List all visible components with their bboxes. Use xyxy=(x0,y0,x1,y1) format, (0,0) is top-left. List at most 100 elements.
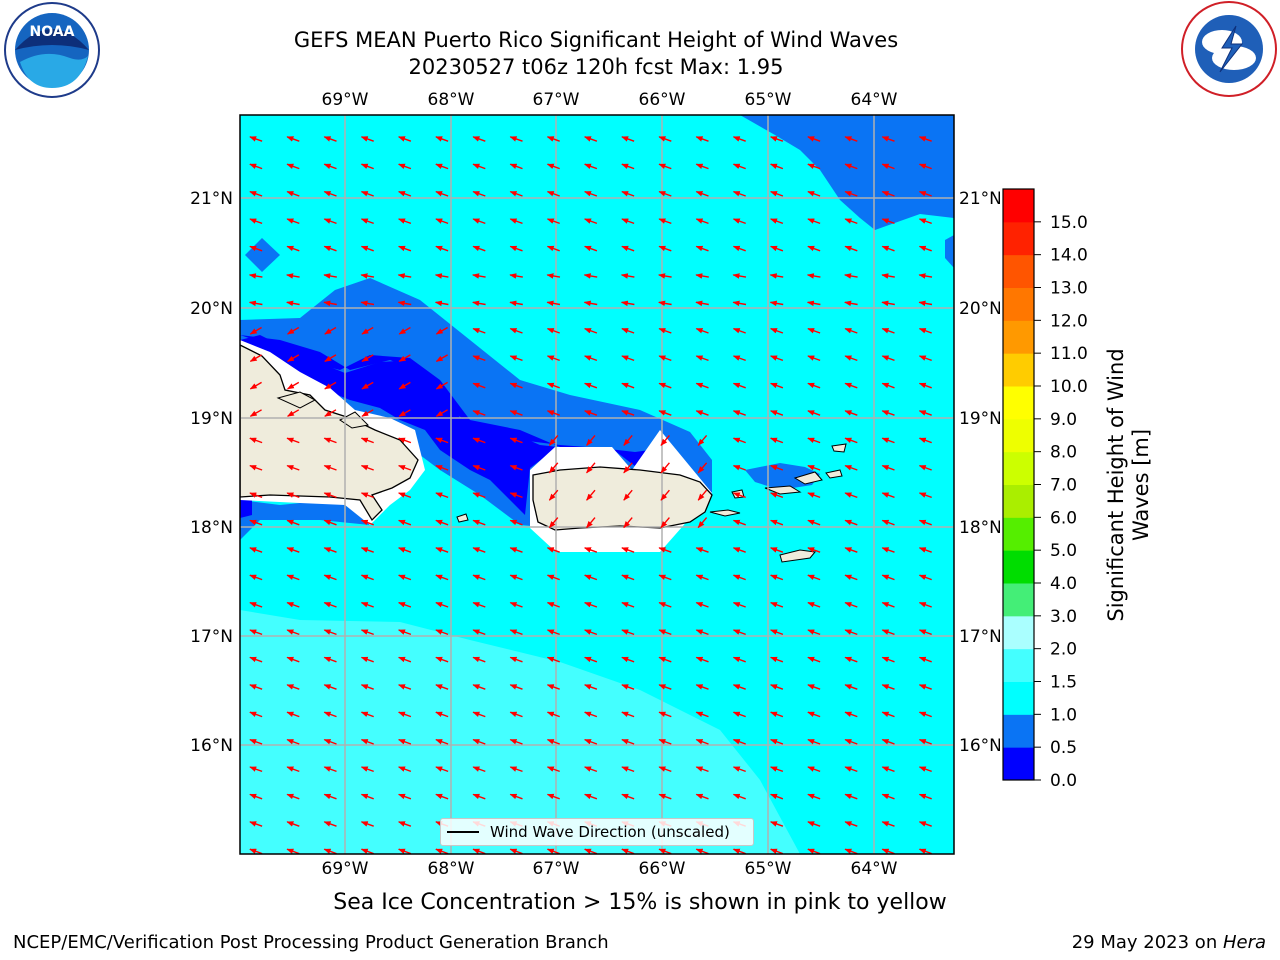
wave-direction-arrow xyxy=(435,326,448,335)
wave-direction-arrow xyxy=(658,136,672,142)
colorbar xyxy=(1003,189,1034,781)
wave-direction-arrow xyxy=(844,136,858,142)
wave-direction-arrow xyxy=(586,434,596,446)
wave-direction-arrow xyxy=(658,684,672,690)
wave-direction-arrow xyxy=(807,821,821,827)
contour-0-0p5 xyxy=(240,335,650,470)
wave-direction-arrow xyxy=(584,355,598,362)
map-title: GEFS MEAN Puerto Rico Significant Height… xyxy=(293,28,899,52)
wave-direction-arrow xyxy=(584,218,598,225)
wave-direction-arrow xyxy=(249,519,263,526)
wave-direction-arrow xyxy=(546,738,560,745)
wave-direction-arrow xyxy=(323,656,337,663)
lat-labels-right: 21°N 20°N 19°N 18°N 17°N 16°N xyxy=(959,189,1002,756)
wave-direction-arrow xyxy=(472,437,486,444)
wave-direction-arrow xyxy=(844,327,858,334)
wave-direction-arrow xyxy=(621,738,635,745)
wave-direction-arrow xyxy=(360,848,374,854)
wave-direction-arrow xyxy=(435,848,449,854)
wave-direction-arrow xyxy=(584,656,598,663)
wave-direction-arrow xyxy=(360,821,374,827)
wave-direction-arrow xyxy=(658,355,672,362)
wave-direction-arrow xyxy=(249,381,262,390)
wave-direction-arrow xyxy=(881,821,895,827)
wave-direction-arrow xyxy=(509,273,523,279)
wave-direction-arrow xyxy=(249,684,263,690)
wave-direction-arrow xyxy=(546,410,560,416)
colorbar-tick-label: 0.5 xyxy=(1050,738,1077,758)
colorbar-tick-label: 4.0 xyxy=(1050,574,1077,594)
wave-direction-arrow xyxy=(658,327,672,334)
wave-direction-arrow xyxy=(623,489,633,501)
wave-direction-arrow xyxy=(324,326,337,335)
lon-label: 64°W xyxy=(851,859,898,879)
wave-direction-arrow xyxy=(360,245,374,252)
wave-direction-arrow xyxy=(732,437,746,444)
wave-direction-arrow xyxy=(732,684,746,690)
wave-direction-arrow xyxy=(807,382,821,389)
legend-line-swatch xyxy=(447,831,479,833)
wave-direction-arrow xyxy=(435,409,448,417)
wind-wave-direction-arrows xyxy=(248,136,933,854)
wave-direction-arrow xyxy=(509,136,523,142)
wave-direction-arrow xyxy=(286,492,300,499)
wave-direction-arrow xyxy=(881,190,895,197)
wave-direction-arrow xyxy=(398,381,411,390)
wave-direction-arrow xyxy=(586,517,596,529)
wave-direction-arrow xyxy=(398,601,412,608)
wave-direction-arrow xyxy=(249,163,263,170)
wave-direction-arrow xyxy=(324,354,337,363)
wave-direction-arrow xyxy=(360,437,374,444)
wave-direction-arrow xyxy=(881,355,895,362)
wave-direction-arrow xyxy=(918,327,932,334)
legend-label: Wind Wave Direction (unscaled) xyxy=(490,823,730,841)
wave-direction-arrow xyxy=(398,574,412,581)
wave-direction-arrow xyxy=(732,793,746,800)
wave-direction-arrow xyxy=(472,382,486,389)
wave-direction-arrow xyxy=(435,381,448,390)
wave-direction-arrow xyxy=(807,629,821,636)
wave-direction-arrow xyxy=(472,218,486,225)
wave-direction-arrow xyxy=(249,437,263,444)
lon-label: 67°W xyxy=(533,90,580,110)
wave-direction-arrow xyxy=(806,300,821,307)
island-st-croix xyxy=(779,549,816,563)
wave-direction-arrow xyxy=(509,684,523,690)
lon-label: 68°W xyxy=(428,90,475,110)
wave-direction-arrow xyxy=(435,492,449,499)
wave-direction-arrow xyxy=(732,629,746,636)
wave-direction-arrow xyxy=(509,410,523,416)
wave-direction-arrow xyxy=(918,656,932,663)
wave-direction-arrow xyxy=(509,382,523,389)
wave-direction-arrow xyxy=(360,574,374,581)
wave-direction-arrow xyxy=(807,410,821,416)
wave-direction-arrow xyxy=(398,409,411,417)
wave-direction-arrow xyxy=(695,547,709,553)
wave-direction-arrow xyxy=(918,245,932,252)
colorbar-tick-label: 13.0 xyxy=(1050,279,1088,299)
wave-direction-arrow xyxy=(844,163,858,170)
wave-direction-arrow xyxy=(546,848,560,854)
wave-direction-arrow xyxy=(695,190,709,197)
island-tortue xyxy=(276,391,317,409)
wave-direction-arrow xyxy=(509,601,523,608)
wave-direction-arrow xyxy=(286,273,300,279)
wave-direction-arrow xyxy=(249,409,262,417)
wave-direction-arrow xyxy=(881,410,895,416)
wave-direction-arrow xyxy=(360,273,375,279)
wave-direction-arrow xyxy=(620,273,635,279)
wave-direction-arrow xyxy=(621,629,635,636)
wave-direction-arrow xyxy=(546,711,560,718)
wave-direction-arrow xyxy=(844,245,858,252)
lon-label: 65°W xyxy=(745,859,792,879)
footer-date-text: 29 May 2023 on xyxy=(1071,932,1223,953)
wave-direction-arrow xyxy=(509,574,523,581)
wave-direction-arrow xyxy=(621,355,635,362)
wave-direction-arrow xyxy=(584,245,598,252)
wave-direction-arrow xyxy=(583,273,598,279)
wave-direction-arrow xyxy=(323,136,337,142)
wave-direction-arrow xyxy=(658,273,672,279)
wave-direction-arrow xyxy=(323,793,337,800)
wave-direction-arrow xyxy=(509,766,523,773)
wave-direction-arrow xyxy=(770,327,784,334)
